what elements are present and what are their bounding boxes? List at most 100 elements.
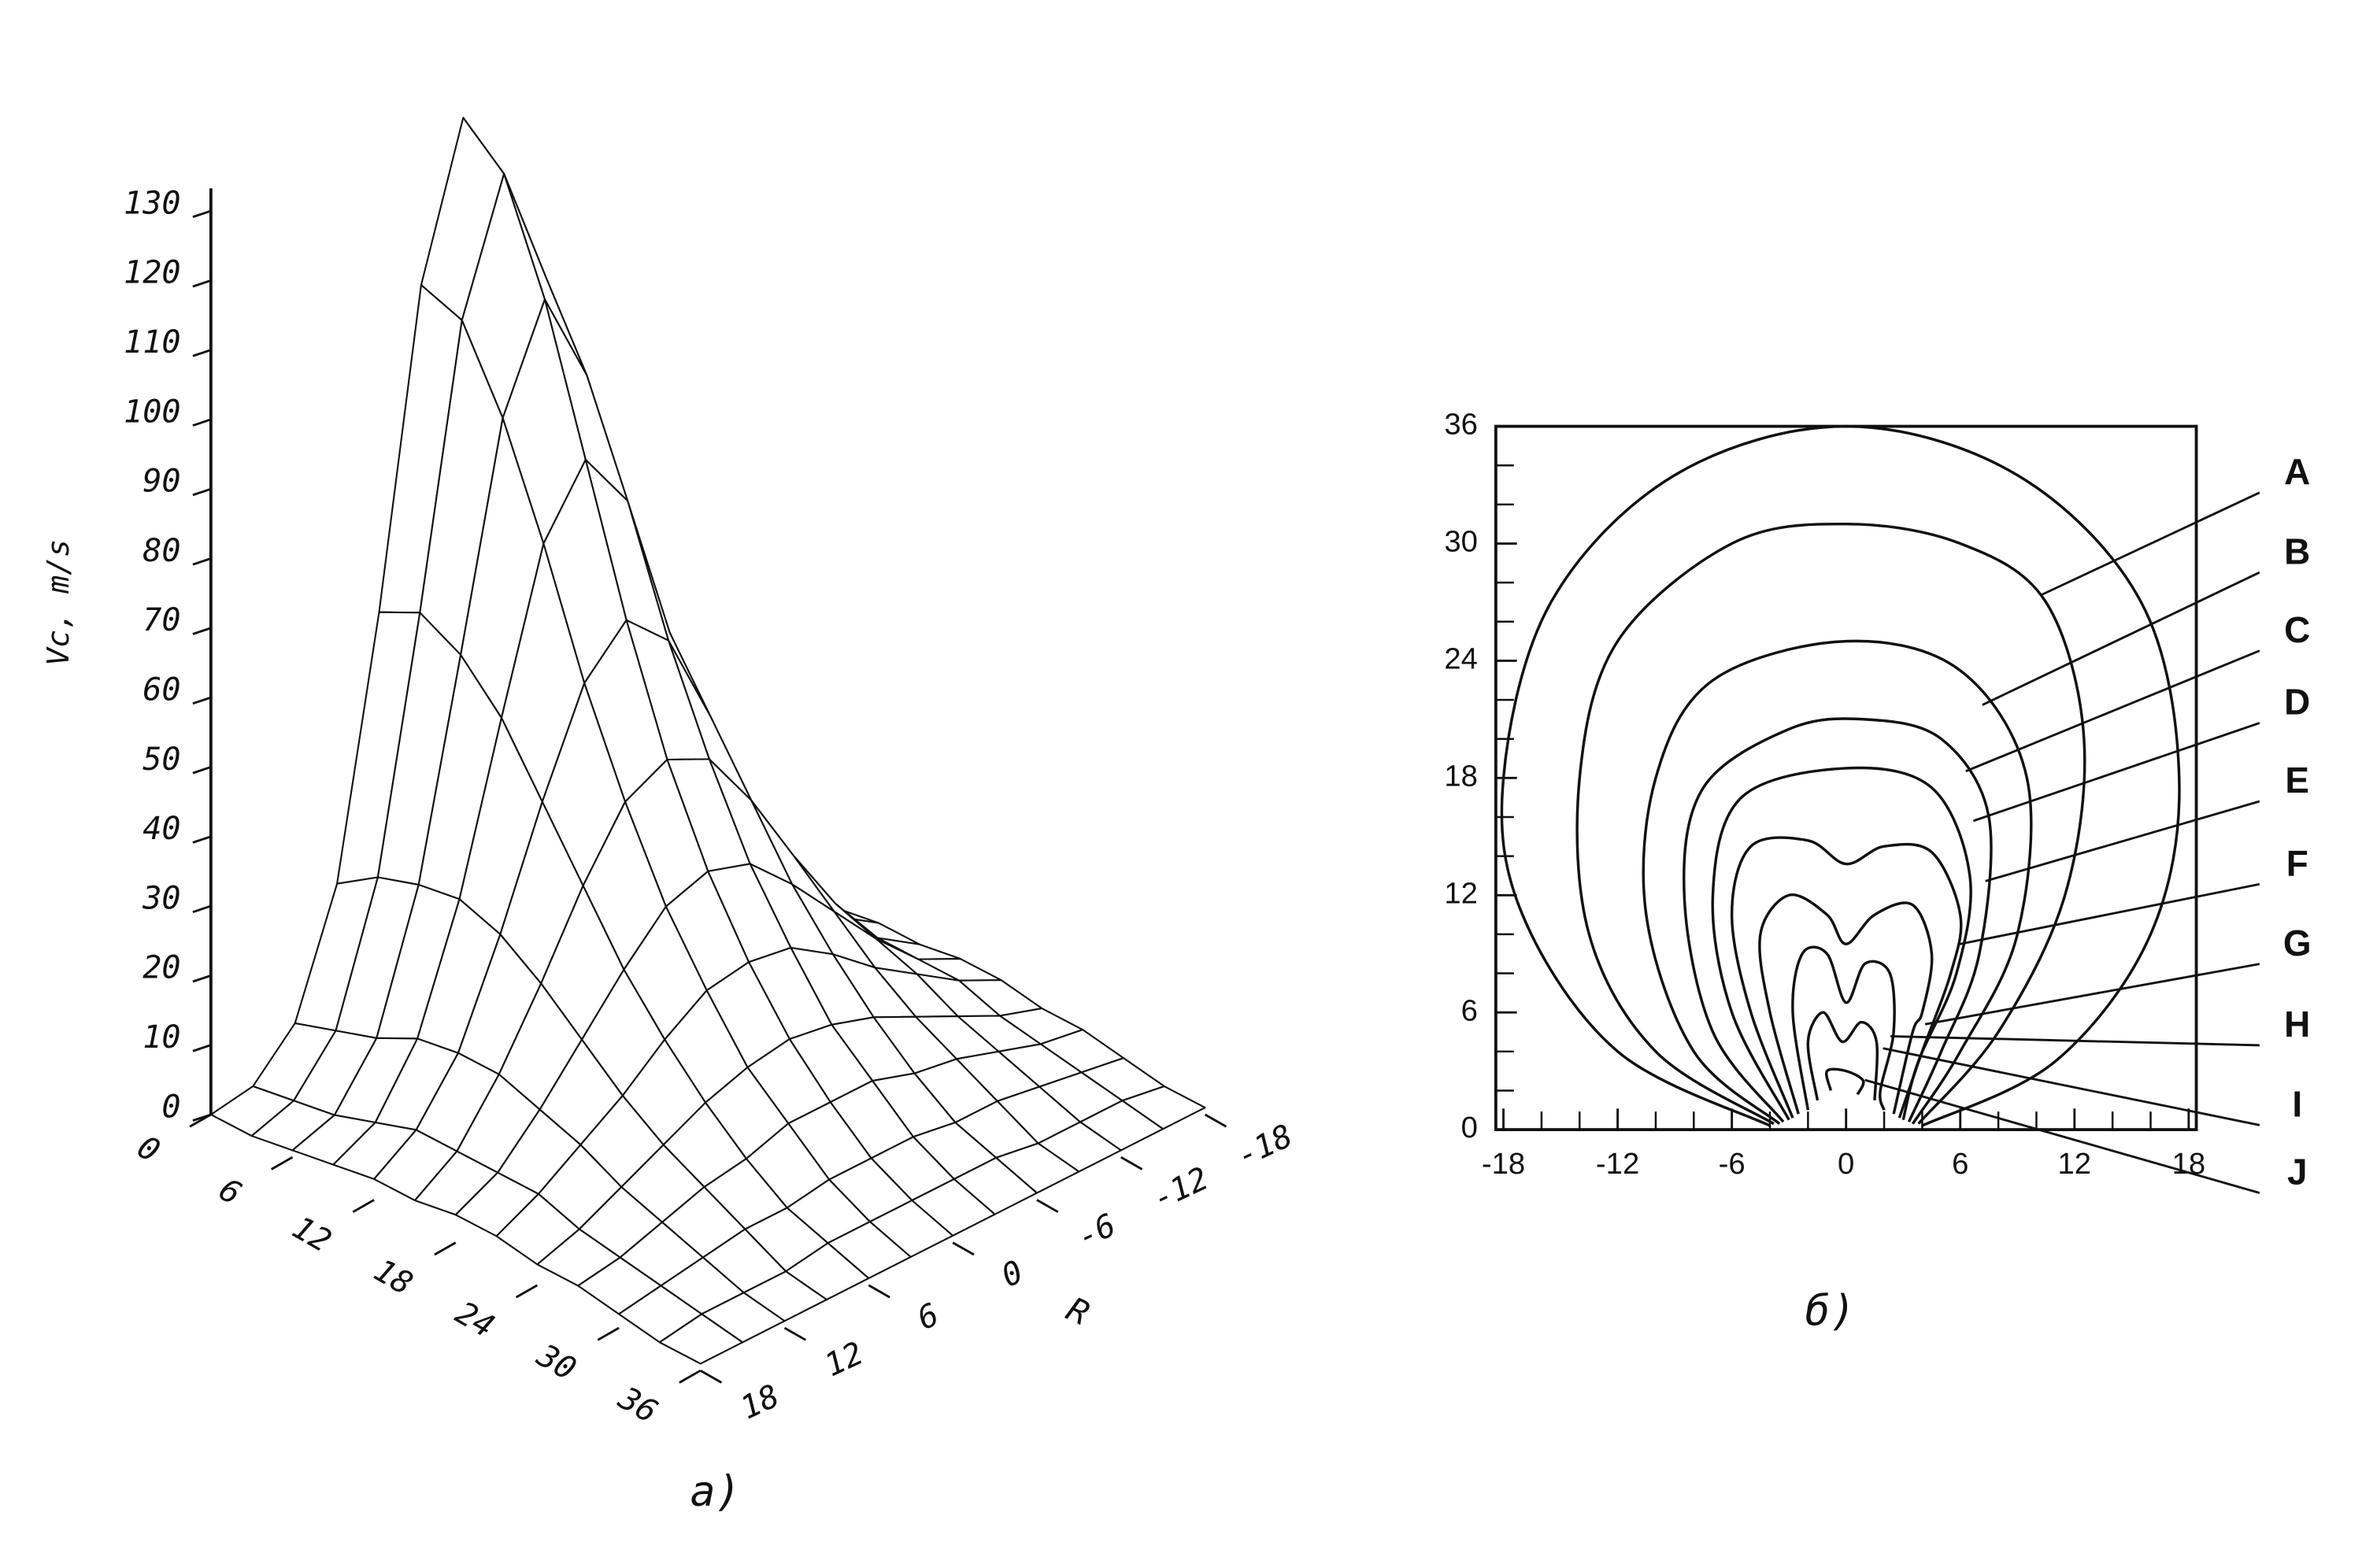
z-tick-label: 50 (143, 741, 180, 778)
y-tick-label: 0 (996, 1254, 1028, 1295)
r-axis-label: R (1061, 1289, 1095, 1333)
z-axis-label: Vc, m/s (41, 539, 76, 666)
leader-line (1972, 722, 2260, 823)
z-tick (192, 487, 212, 497)
x-tick-label: 6 (1952, 1147, 1968, 1181)
z-tick-label: 40 (143, 811, 180, 847)
x-tick-label: 36 (612, 1380, 664, 1431)
x-tick-label: 24 (450, 1295, 501, 1345)
contour-label: A (2284, 451, 2310, 492)
contour-label: B (2284, 531, 2310, 571)
y-tick (1120, 1156, 1143, 1170)
contour-label: E (2285, 760, 2309, 801)
leader-line (1924, 963, 2260, 1026)
z-tick (192, 1044, 212, 1052)
y-tick (699, 1369, 723, 1384)
caption-a: a) (690, 1466, 742, 1516)
z-tick-label: 90 (143, 464, 180, 500)
contour-label: G (2283, 923, 2312, 963)
contour-label: F (2286, 842, 2308, 883)
x-tick (434, 1241, 457, 1256)
y-tick-label: 0 (1461, 1111, 1478, 1145)
y-tick-label: -12 (1147, 1160, 1214, 1217)
surface-cell (658, 1313, 744, 1365)
leader-line (1864, 1078, 2260, 1194)
x-tick (597, 1326, 620, 1341)
y-tick-label: 12 (1444, 876, 1478, 910)
z-tick (192, 766, 212, 775)
y-tick-label: 18 (735, 1378, 785, 1426)
z-tick (192, 279, 212, 288)
contour-line (1500, 424, 2181, 1127)
y-tick-label: -18 (1231, 1118, 1298, 1174)
x-tick (679, 1369, 702, 1384)
contour-line (1791, 945, 1896, 1111)
x-tick-label: -6 (1719, 1147, 1746, 1181)
z-tick-label: 60 (143, 671, 180, 708)
y-tick (1204, 1113, 1227, 1128)
leader-line (1883, 1047, 2260, 1126)
y-tick-label: -6 (1072, 1207, 1121, 1256)
z-tick (192, 349, 212, 357)
contour-line (1825, 1067, 1865, 1096)
x-tick-label: -18 (1482, 1147, 1525, 1181)
x-tick (352, 1199, 375, 1213)
z-tick-label: 20 (143, 950, 180, 986)
y-tick-label: 6 (1461, 993, 1478, 1027)
contour-line (1711, 766, 1972, 1121)
z-tick (192, 835, 212, 844)
z-tick-label: 100 (124, 394, 181, 430)
y-tick-label: 36 (1444, 408, 1478, 442)
y-tick-label: 18 (1444, 759, 1478, 793)
z-tick (192, 974, 212, 983)
contour-label: J (2287, 1152, 2308, 1193)
z-tick (192, 209, 212, 219)
z-tick-label: 120 (124, 255, 181, 291)
contour-label: I (2292, 1084, 2302, 1125)
contour-line (1642, 639, 2033, 1125)
z-tick (192, 904, 212, 914)
leader-line (1965, 649, 2260, 773)
leader-line (1982, 571, 2260, 706)
contour-label: C (2284, 609, 2310, 650)
z-tick-label: 10 (143, 1019, 180, 1056)
y-tick (783, 1326, 806, 1341)
z-tick-label: 80 (143, 533, 180, 569)
x-tick-label: 0 (131, 1129, 166, 1170)
x-tick (189, 1113, 212, 1128)
contour-line (1575, 522, 2086, 1126)
leader-line (1985, 800, 2260, 882)
caption-b: б) (1805, 1285, 1856, 1335)
contour-label: H (2284, 1004, 2310, 1045)
contour-line (1758, 893, 1934, 1115)
y-tick-label: 12 (820, 1335, 869, 1384)
y-tick-label: 24 (1444, 642, 1478, 676)
y-tick (952, 1241, 975, 1256)
contour-line (1683, 717, 1993, 1123)
z-tick (192, 557, 212, 566)
x-tick-label: -12 (1596, 1147, 1639, 1181)
z-tick (192, 418, 212, 427)
y-tick-label: 6 (912, 1296, 944, 1337)
z-tick-label: 110 (124, 324, 181, 361)
z-tick-label: 130 (124, 185, 181, 221)
y-tick-label: 30 (1444, 525, 1478, 559)
x-tick-label: 30 (530, 1337, 582, 1389)
y-tick (868, 1284, 890, 1299)
x-tick-label: 6 (213, 1171, 247, 1212)
leader-line (2040, 491, 2260, 597)
y-tick (1036, 1199, 1059, 1213)
x-tick-label: 12 (2058, 1147, 2092, 1181)
x-tick (270, 1156, 294, 1170)
x-tick-label: 12 (286, 1210, 337, 1260)
z-tick-label: 0 (161, 1089, 180, 1125)
contour-line (1806, 1011, 1879, 1101)
leader-line (1957, 882, 2260, 946)
contour-line (1730, 836, 1963, 1119)
x-tick (515, 1284, 539, 1299)
x-tick-label: 0 (1838, 1147, 1854, 1181)
z-tick (192, 696, 212, 705)
z-tick-label: 30 (142, 880, 180, 916)
